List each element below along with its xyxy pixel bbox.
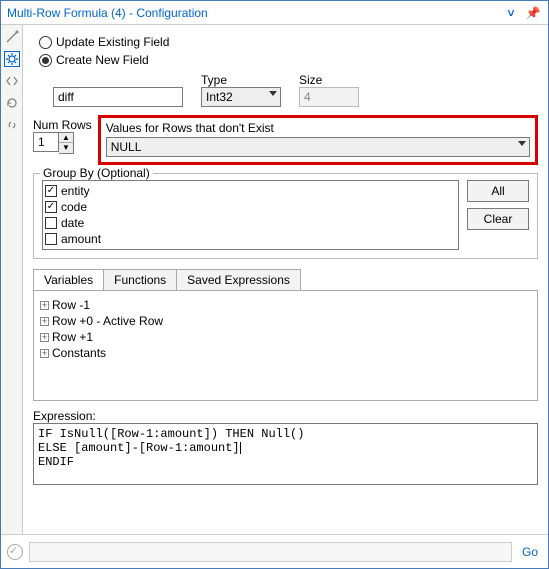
expand-icon: +: [40, 349, 49, 358]
expand-icon: +: [40, 317, 49, 326]
radio-icon: [39, 54, 52, 67]
titlebar: Multi-Row Formula (4) - Configuration ˅ …: [1, 1, 548, 25]
link-icon[interactable]: [4, 117, 20, 133]
field-name-col: [53, 73, 183, 107]
checkbox-icon: [45, 217, 57, 229]
type-label: Type: [201, 73, 281, 87]
checkbox-icon: [45, 233, 57, 245]
type-dropdown[interactable]: Int32: [201, 87, 281, 107]
tree-item[interactable]: +Row +1: [40, 329, 531, 345]
group-by-item[interactable]: ✓ entity: [45, 183, 456, 199]
size-value: 4: [299, 87, 359, 107]
tree-item[interactable]: +Row +0 - Active Row: [40, 313, 531, 329]
field-name-input[interactable]: [53, 87, 183, 107]
group-by-item-label: entity: [61, 184, 90, 198]
numrows-input[interactable]: [33, 132, 59, 152]
type-col: Type Int32: [201, 73, 281, 107]
dont-exist-dropdown[interactable]: NULL: [106, 137, 530, 157]
spinner-buttons[interactable]: ▲▼: [59, 132, 74, 154]
expand-icon: +: [40, 301, 49, 310]
numrows-label: Num Rows: [33, 118, 92, 132]
checkbox-icon: ✓: [45, 201, 57, 213]
tree-item[interactable]: +Row -1: [40, 297, 531, 313]
chevron-down-icon: [269, 91, 277, 96]
tabs: Variables Functions Saved Expressions: [33, 269, 538, 291]
tree-item-label: Constants: [52, 346, 106, 360]
tree-item-label: Row +1: [52, 330, 93, 344]
wand-icon[interactable]: [4, 29, 20, 45]
tab-saved[interactable]: Saved Expressions: [176, 269, 301, 290]
content: Update Existing Field Create New Field T…: [23, 25, 548, 534]
group-by-item[interactable]: amount: [45, 231, 456, 247]
group-by-item-label: date: [61, 216, 84, 230]
tree-item-label: Row -1: [52, 298, 90, 312]
size-label: Size: [299, 73, 359, 87]
tab-functions[interactable]: Functions: [103, 269, 177, 290]
group-by-fieldset: Group By (Optional) ✓entity✓codedateamou…: [33, 173, 538, 259]
radio-update-existing[interactable]: Update Existing Field: [39, 35, 538, 49]
gear-icon[interactable]: [4, 51, 20, 67]
window-title: Multi-Row Formula (4) - Configuration: [7, 6, 498, 20]
tree-item-label: Row +0 - Active Row: [52, 314, 163, 328]
footer: Go: [1, 534, 548, 568]
config-window: Multi-Row Formula (4) - Configuration ˅ …: [0, 0, 549, 569]
expand-icon: +: [40, 333, 49, 342]
expression-editor[interactable]: IF IsNull([Row-1:amount]) THEN Null() EL…: [33, 423, 538, 485]
numrows-row: Num Rows ▲▼ Values for Rows that don't E…: [33, 115, 538, 165]
size-col: Size 4: [299, 73, 359, 107]
numrows-spinner[interactable]: ▲▼: [33, 132, 92, 154]
expression-label: Expression:: [33, 409, 538, 423]
status-ok-icon: [7, 544, 23, 560]
radio-create-new[interactable]: Create New Field: [39, 53, 538, 67]
body: Update Existing Field Create New Field T…: [1, 25, 548, 534]
values-dont-exist-box: Values for Rows that don't Exist NULL: [98, 115, 538, 165]
checkbox-icon: ✓: [45, 185, 57, 197]
sidebar: [1, 25, 23, 534]
refresh-icon[interactable]: [4, 95, 20, 111]
status-bar: [29, 542, 512, 562]
go-button[interactable]: Go: [518, 545, 542, 559]
group-by-legend: Group By (Optional): [40, 166, 153, 180]
group-by-item[interactable]: ✓ code: [45, 199, 456, 215]
pin-icon[interactable]: 📌: [524, 4, 542, 22]
dont-exist-label: Values for Rows that don't Exist: [106, 121, 274, 135]
group-by-item-label: amount: [61, 232, 101, 246]
type-value: Int32: [206, 90, 233, 104]
dont-exist-value: NULL: [111, 140, 142, 154]
group-by-item-label: code: [61, 200, 87, 214]
numrows-col: Num Rows ▲▼: [33, 118, 92, 165]
variables-tree[interactable]: +Row -1+Row +0 - Active Row+Row +1+Const…: [33, 291, 538, 401]
group-by-buttons: All Clear: [467, 180, 529, 250]
radio-icon: [39, 36, 52, 49]
clear-button[interactable]: Clear: [467, 208, 529, 230]
group-by-list[interactable]: ✓ entity ✓ code date amount: [42, 180, 459, 250]
all-button[interactable]: All: [467, 180, 529, 202]
chevron-down-icon: [518, 141, 526, 146]
code-icon[interactable]: [4, 73, 20, 89]
radio-label: Update Existing Field: [56, 35, 169, 49]
radio-label: Create New Field: [56, 53, 149, 67]
new-field-row: Type Int32 Size 4: [53, 73, 538, 107]
tab-variables[interactable]: Variables: [33, 269, 104, 290]
group-by-item[interactable]: date: [45, 215, 456, 231]
collapse-icon[interactable]: ˅: [502, 4, 520, 22]
tree-item[interactable]: +Constants: [40, 345, 531, 361]
